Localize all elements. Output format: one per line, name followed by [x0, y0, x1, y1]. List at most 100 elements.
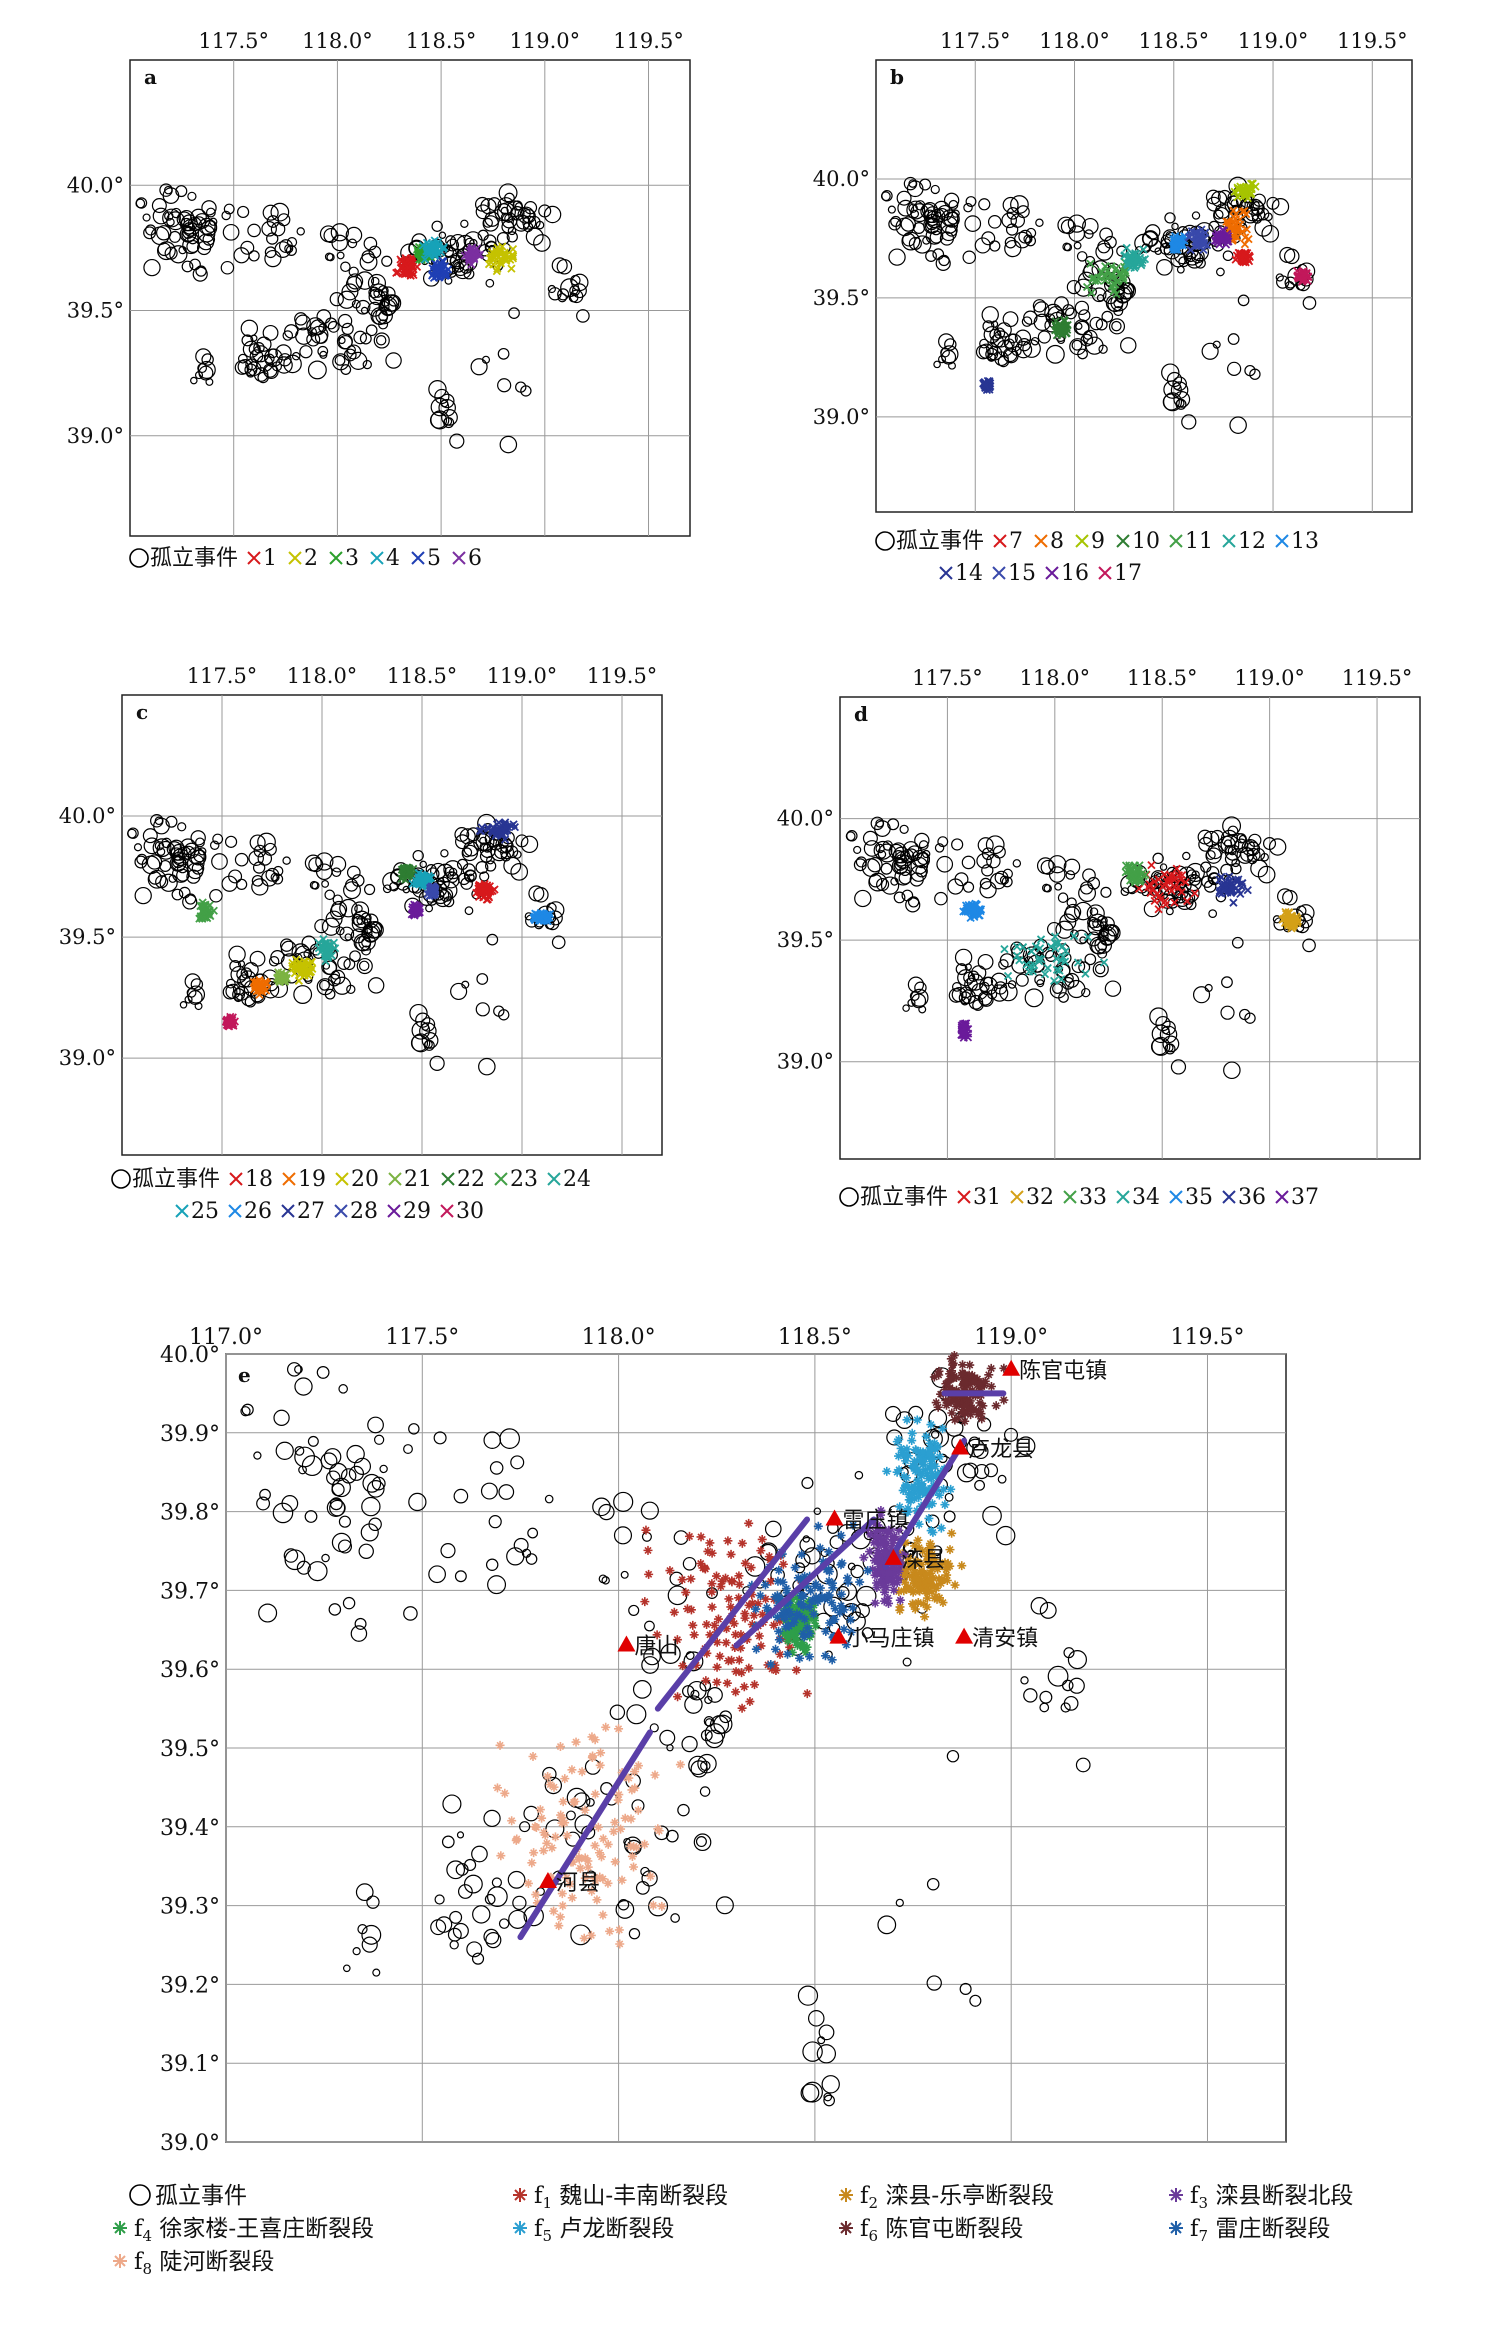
segment-point — [798, 1629, 808, 1639]
segment-point — [923, 1557, 933, 1567]
segment-point — [761, 1594, 771, 1604]
event-point — [968, 994, 984, 1010]
y-tick-label: 39.2° — [160, 1973, 220, 1998]
x-tick-label: 119.5° — [1342, 666, 1413, 690]
cluster-point — [1147, 860, 1156, 870]
cluster-point — [307, 957, 316, 967]
event-point — [321, 879, 330, 888]
segment-point — [507, 1816, 517, 1826]
segment-point — [567, 1765, 577, 1775]
segment-point — [684, 1531, 694, 1541]
cluster-point — [1229, 212, 1238, 221]
event-point — [1094, 963, 1106, 975]
segment-point — [688, 1620, 698, 1630]
segment-point — [980, 1376, 990, 1386]
segment-point — [875, 1524, 885, 1534]
segment-point — [841, 1640, 851, 1650]
segment-point — [977, 1414, 987, 1424]
event-point — [914, 832, 930, 849]
x-tick-label: 119.5° — [1337, 29, 1408, 53]
segment-point — [535, 1805, 545, 1815]
segment-point — [558, 1901, 568, 1911]
segment-point — [769, 1620, 779, 1630]
cluster — [472, 879, 499, 904]
segment-point — [778, 1628, 788, 1637]
event-point — [670, 1913, 680, 1923]
event-point — [487, 1575, 507, 1595]
legend-label: 14 — [955, 561, 983, 586]
event-point — [966, 973, 984, 991]
segment-point — [918, 1447, 928, 1457]
segment-point — [827, 1598, 837, 1608]
event-point — [813, 1507, 822, 1516]
town-label: 清安镇 — [972, 1627, 1038, 1652]
cluster-point — [1051, 317, 1060, 326]
cluster-point — [1060, 957, 1070, 966]
legend-label: 孤立事件 — [860, 1185, 948, 1210]
event-point — [253, 844, 267, 858]
cluster — [418, 236, 449, 264]
event-point — [127, 828, 137, 839]
cluster-point — [1073, 958, 1083, 967]
segment-point — [936, 1560, 946, 1570]
event-point — [503, 856, 522, 875]
event-point — [194, 371, 204, 380]
event-point — [379, 1464, 388, 1474]
cluster — [484, 242, 518, 276]
panel-label: a — [144, 65, 157, 89]
event-point — [1022, 339, 1041, 358]
event-point — [182, 236, 200, 255]
event-point — [190, 830, 206, 846]
event-point — [547, 284, 556, 294]
segment-point — [950, 1580, 960, 1590]
segment-point — [686, 1605, 696, 1615]
segment-point — [882, 1466, 892, 1476]
segment-point — [878, 1581, 888, 1591]
town-marker — [884, 1548, 903, 1565]
segment-point — [933, 1402, 943, 1412]
segment-point — [922, 1602, 932, 1612]
event-point — [902, 841, 920, 858]
segment-point — [801, 1607, 811, 1617]
event-point — [961, 855, 976, 870]
event-point — [944, 1492, 954, 1502]
event-point — [946, 1749, 960, 1763]
event-point — [829, 1535, 844, 1550]
segment-point — [900, 1565, 910, 1575]
segment-point — [557, 1813, 567, 1823]
x-tick-label: 119.0° — [487, 664, 558, 688]
legend-marker — [1098, 566, 1112, 580]
cluster — [1000, 931, 1109, 985]
event-point — [381, 294, 400, 312]
segment-point — [603, 1839, 613, 1849]
segment-point — [979, 1380, 989, 1390]
segment-point — [800, 1614, 810, 1624]
event-point — [446, 871, 459, 883]
segment-point — [723, 1536, 733, 1546]
segment-point — [883, 1593, 893, 1603]
cluster-point — [493, 264, 502, 273]
event-point — [236, 878, 248, 890]
event-point — [617, 1899, 630, 1911]
event-point — [282, 330, 294, 341]
event-point — [963, 202, 973, 213]
cluster — [428, 256, 453, 282]
event-point — [1162, 393, 1180, 411]
segment-point — [975, 1398, 985, 1408]
segment-point — [605, 1926, 615, 1936]
panel-label: e — [238, 1363, 251, 1387]
event-point — [880, 876, 900, 895]
cluster-point — [404, 263, 413, 273]
segment-point — [731, 1630, 741, 1640]
cluster-point — [1177, 887, 1186, 897]
legend-marker — [1275, 534, 1289, 548]
event-point — [951, 982, 962, 992]
cluster-point — [254, 985, 263, 995]
event-point — [497, 378, 512, 393]
segment-point — [579, 1933, 589, 1943]
event-point — [197, 360, 216, 379]
event-point — [1241, 839, 1259, 857]
segment-point — [614, 1724, 624, 1734]
event-point — [973, 1443, 989, 1460]
event-point — [408, 1492, 427, 1512]
